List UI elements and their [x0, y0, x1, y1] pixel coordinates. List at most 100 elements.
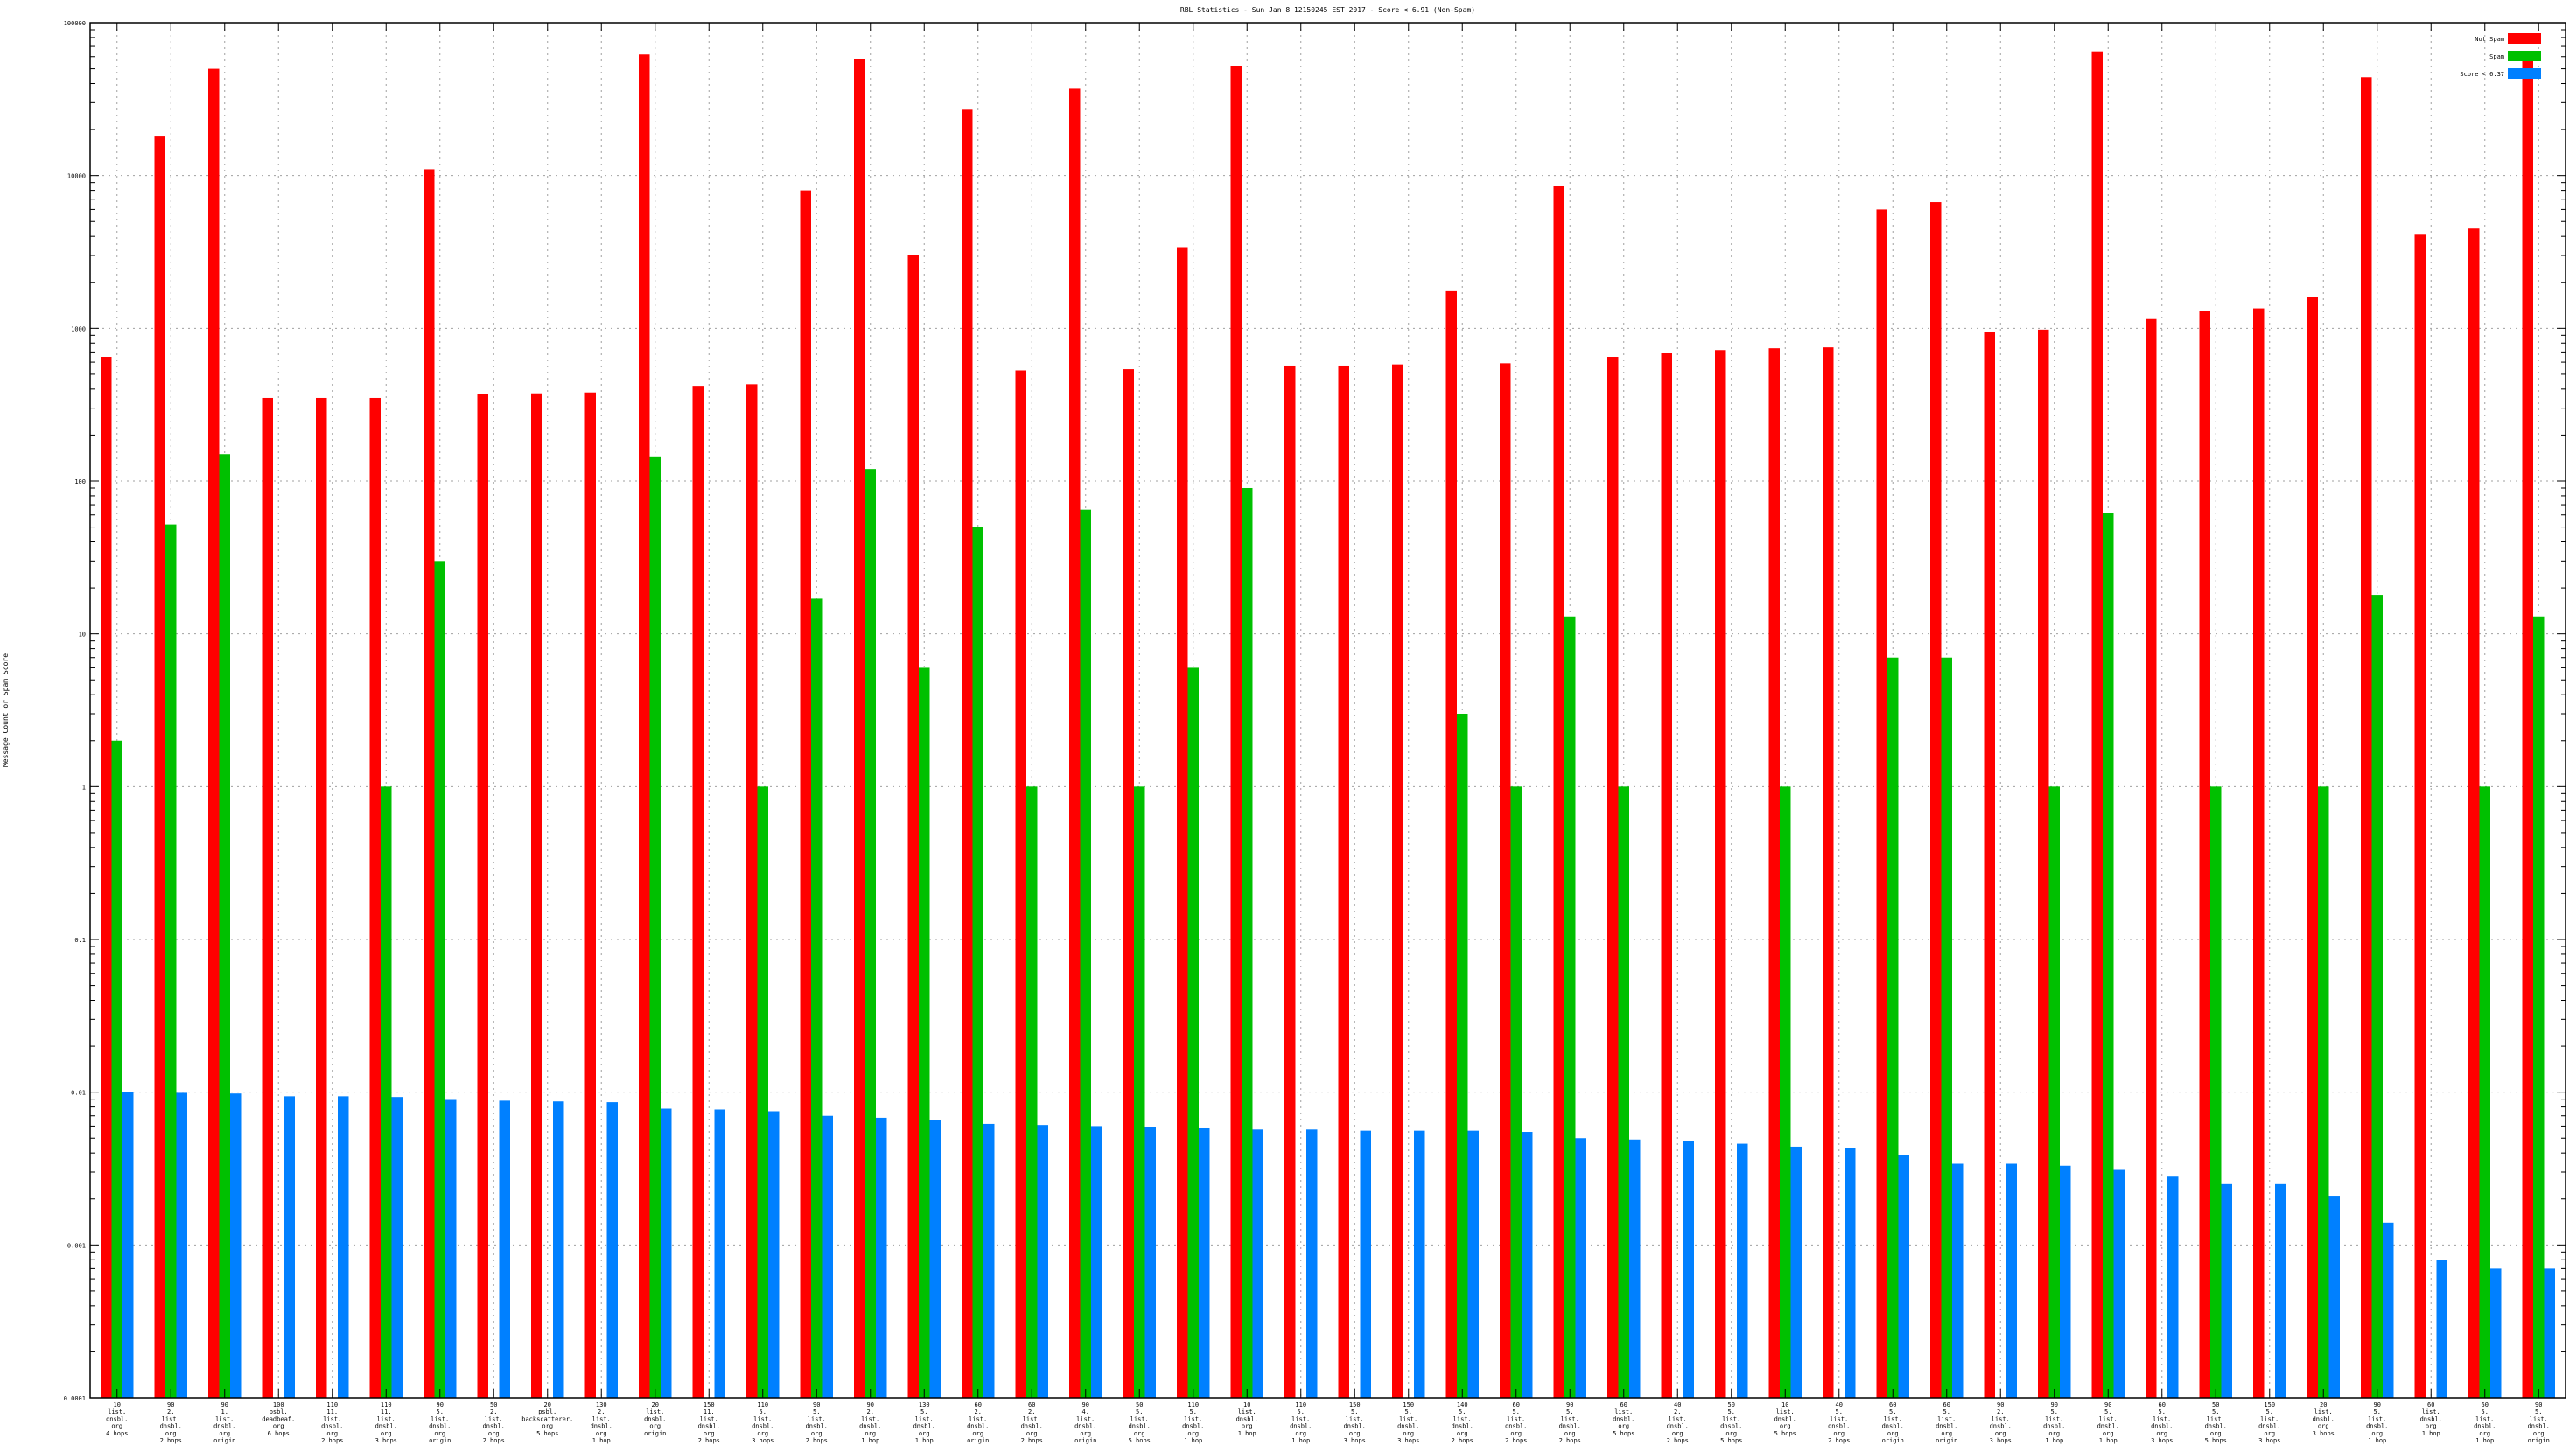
- bar-score-6-37-41: [2328, 1196, 2340, 1398]
- bar-not-spam-22: [1284, 365, 1296, 1398]
- x-category-label: 60 list. dnsbl. org 1 hop: [2420, 1401, 2442, 1437]
- bar-score-6-37-44: [2490, 1268, 2502, 1398]
- bar-score-6-37-33: [1898, 1155, 1909, 1398]
- bar-score-6-37-13: [822, 1115, 833, 1398]
- bar-spam-19: [1134, 786, 1145, 1398]
- bar-score-6-37-45: [2544, 1268, 2555, 1398]
- bar-score-6-37-35: [2006, 1163, 2017, 1398]
- bar-spam-45: [2533, 616, 2544, 1398]
- y-tick-label: 0.001: [67, 1242, 86, 1249]
- bar-score-6-37-5: [391, 1097, 402, 1398]
- bar-score-6-37-1: [176, 1092, 187, 1398]
- x-category-label: 60 2. list. dnsbl. org origin: [967, 1401, 989, 1444]
- x-category-label: 110 11. list. dnsbl. org 2 hops: [321, 1401, 343, 1444]
- bar-score-6-37-30: [1737, 1143, 1748, 1398]
- bar-spam-31: [1780, 786, 1791, 1398]
- x-category-label: 90 5. list. dnsbl. org 1 hop: [2097, 1401, 2119, 1444]
- bar-score-6-37-16: [984, 1123, 995, 1398]
- bar-not-spam-12: [746, 384, 758, 1398]
- y-tick-label: 1000: [71, 325, 86, 332]
- y-tick-label: 10000: [67, 173, 86, 180]
- y-tick-label: 100: [74, 478, 86, 485]
- x-category-label: 20 list. dnsbl. org 3 hops: [2313, 1401, 2334, 1437]
- x-category-label: 10 list. dnsbl. org 4 hops: [106, 1401, 128, 1437]
- bar-spam-28: [1618, 786, 1629, 1398]
- bar-not-spam-9: [584, 392, 596, 1398]
- y-axis-label: Message Count or Spam Score: [2, 653, 10, 767]
- x-category-label: 10 list. dnsbl. org 1 hop: [1236, 1401, 1258, 1437]
- bar-not-spam-30: [1715, 350, 1726, 1399]
- legend-swatch: [2508, 33, 2541, 44]
- y-tick-label: 10: [79, 632, 86, 639]
- bar-not-spam-27: [1553, 185, 1564, 1398]
- x-category-label: 140 5. list. dnsbl. org 2 hops: [1452, 1401, 1474, 1444]
- bar-spam-16: [972, 527, 984, 1398]
- x-category-label: 60 list. dnsbl. org 5 hops: [1613, 1401, 1634, 1437]
- x-category-label: 40 5. list. dnsbl. org 2 hops: [1828, 1401, 1850, 1444]
- bar-not-spam-45: [2522, 54, 2533, 1399]
- bar-not-spam-7: [477, 394, 488, 1398]
- bar-not-spam-8: [531, 393, 542, 1399]
- x-category-label: 110 11. list. dnsbl. org 3 hops: [375, 1401, 397, 1444]
- bar-spam-18: [1080, 509, 1091, 1398]
- x-category-label: 150 5. list. dnsbl. org 3 hops: [1397, 1401, 1419, 1444]
- x-category-label: 50 2. list. dnsbl. org 2 hops: [483, 1401, 505, 1444]
- bar-not-spam-36: [2038, 329, 2049, 1398]
- bar-not-spam-13: [800, 190, 811, 1398]
- x-category-label: 90 5. list. dnsbl. org 2 hops: [806, 1401, 828, 1444]
- x-category-label: 90 5. list. dnsbl. org origin: [429, 1401, 451, 1444]
- x-category-label: 130 5. list. dnsbl. org 1 hop: [914, 1401, 935, 1444]
- bar-score-6-37-39: [2221, 1183, 2232, 1398]
- bar-not-spam-6: [424, 169, 435, 1398]
- bar-spam-36: [2048, 786, 2060, 1398]
- bar-not-spam-17: [1015, 370, 1026, 1398]
- bar-spam-15: [919, 667, 930, 1398]
- bar-score-6-37-4: [338, 1096, 349, 1398]
- x-category-label: 60 2. list. dnsbl. org 2 hops: [1021, 1401, 1043, 1444]
- bar-score-6-37-28: [1629, 1139, 1641, 1398]
- x-category-label: 90 2. list. dnsbl. org 2 hops: [160, 1401, 182, 1444]
- bar-score-6-37-24: [1414, 1130, 1425, 1398]
- bar-score-6-37-11: [714, 1109, 725, 1398]
- bar-score-6-37-37: [2113, 1169, 2124, 1398]
- bar-score-6-37-9: [606, 1102, 618, 1398]
- bar-score-6-37-38: [2167, 1176, 2179, 1398]
- bar-spam-10: [649, 456, 661, 1398]
- x-category-label: 130 2. list. dnsbl. org 1 hop: [591, 1401, 612, 1444]
- bar-score-6-37-19: [1144, 1127, 1156, 1398]
- bar-score-6-37-43: [2436, 1260, 2447, 1398]
- bar-spam-33: [1887, 657, 1899, 1398]
- bar-not-spam-3: [262, 397, 273, 1398]
- x-labels-layer: 10 list. dnsbl. org 4 hops 90 2. list. dnsbl. org…: [106, 1401, 2550, 1444]
- bar-not-spam-31: [1768, 348, 1780, 1398]
- x-category-label: 10 list. dnsbl. org 5 hops: [1774, 1401, 1796, 1437]
- bar-score-6-37-32: [1844, 1148, 1856, 1398]
- bar-not-spam-21: [1230, 66, 1242, 1399]
- bar-score-6-37-42: [2383, 1222, 2394, 1398]
- chart-title: RBL Statistics - Sun Jan 8 12150245 EST …: [1180, 6, 1475, 14]
- x-category-label: 60 5. list. dnsbl. org 1 hop: [2474, 1401, 2496, 1444]
- bar-not-spam-32: [1823, 347, 1834, 1398]
- bar-spam-5: [381, 786, 392, 1398]
- x-category-label: 60 5. list. dnsbl. org 3 hops: [2151, 1401, 2173, 1444]
- x-category-label: 50 5. list. dnsbl. org 5 hops: [1129, 1401, 1151, 1444]
- x-category-label: 90 5. list. dnsbl. org 2 hops: [1559, 1401, 1581, 1444]
- bar-spam-26: [1510, 786, 1522, 1398]
- bar-not-spam-0: [101, 357, 112, 1399]
- bar-spam-25: [1457, 713, 1468, 1398]
- bar-not-spam-11: [692, 386, 704, 1398]
- x-category-label: 20 psbl. backscatterer. org 5 hops: [522, 1401, 573, 1437]
- bar-not-spam-26: [1500, 363, 1511, 1398]
- bar-score-6-37-23: [1360, 1130, 1371, 1398]
- bar-spam-6: [434, 561, 445, 1398]
- bar-not-spam-1: [154, 136, 165, 1398]
- x-category-label: 50 5. list. dnsbl. org 5 hops: [1720, 1401, 1742, 1444]
- bar-spam-41: [2318, 786, 2329, 1398]
- bar-not-spam-16: [962, 109, 973, 1399]
- y-tick-label: 0.01: [71, 1090, 86, 1097]
- bar-score-6-37-0: [122, 1092, 134, 1398]
- x-category-label: 90 5. list. dnsbl. org 1 hop: [2043, 1401, 2065, 1444]
- bar-score-6-37-26: [1522, 1132, 1533, 1398]
- bar-not-spam-42: [2361, 77, 2372, 1398]
